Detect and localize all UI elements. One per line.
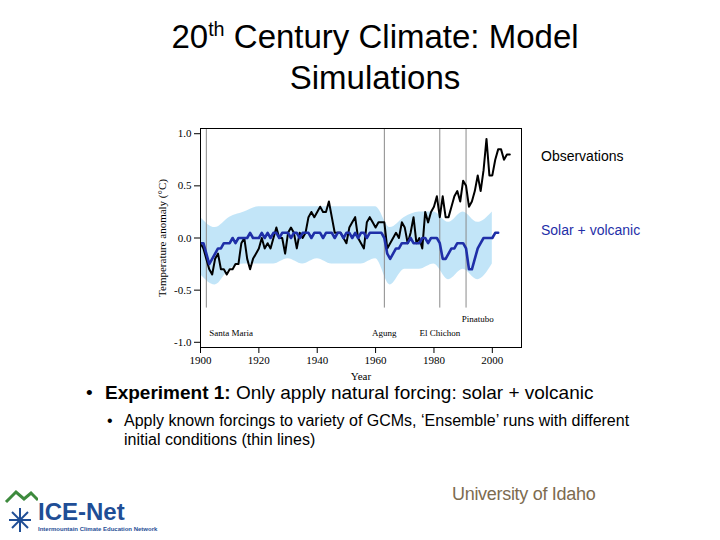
- html-text:Apply known forcings to variet: Apply known forcings to variety of GCMs,…: [124, 412, 630, 448]
- svg-text:2000: 2000: [481, 354, 504, 366]
- html-text:20thCentury Climate: Model Sim: 20thCentury Climate: Model Simulations: [171, 18, 579, 97]
- svg-text:Temperature anomaly (°C): Temperature anomaly (°C): [156, 179, 169, 297]
- svg-text:1.0: 1.0: [178, 127, 192, 139]
- svg-text:Pinatubo: Pinatubo: [462, 314, 495, 324]
- html-text:Solar + volcanic: Solar + volcanic: [541, 222, 641, 238]
- svg-text:1960: 1960: [365, 354, 388, 366]
- svg-text:El Chichon: El Chichon: [419, 328, 460, 338]
- svg-text:1920: 1920: [248, 354, 271, 366]
- svg-text:Year: Year: [351, 370, 372, 382]
- svg-text:1940: 1940: [306, 354, 329, 366]
- svg-text:Santa Maria: Santa Maria: [209, 328, 253, 338]
- svg-text:0.0: 0.0: [178, 232, 192, 244]
- svg-text:-1.0: -1.0: [174, 336, 192, 348]
- html-text:University of Idaho: University of Idaho: [452, 484, 596, 504]
- svg-text:1900: 1900: [190, 354, 213, 366]
- html-text:Observations: Observations: [541, 148, 624, 164]
- html-text:Experiment 1: Only apply natur: Experiment 1: Only apply natural forcing…: [105, 382, 594, 403]
- svg-text:0.5: 0.5: [178, 179, 192, 191]
- svg-text:Agung: Agung: [372, 328, 397, 338]
- svg-text:1980: 1980: [423, 354, 446, 366]
- html-text:ICE-Net: ICE-Net: [38, 498, 125, 525]
- svg-text:-0.5: -0.5: [174, 284, 192, 296]
- html-text:Intermountain Climate Educatio: Intermountain Climate Education Network: [38, 526, 158, 532]
